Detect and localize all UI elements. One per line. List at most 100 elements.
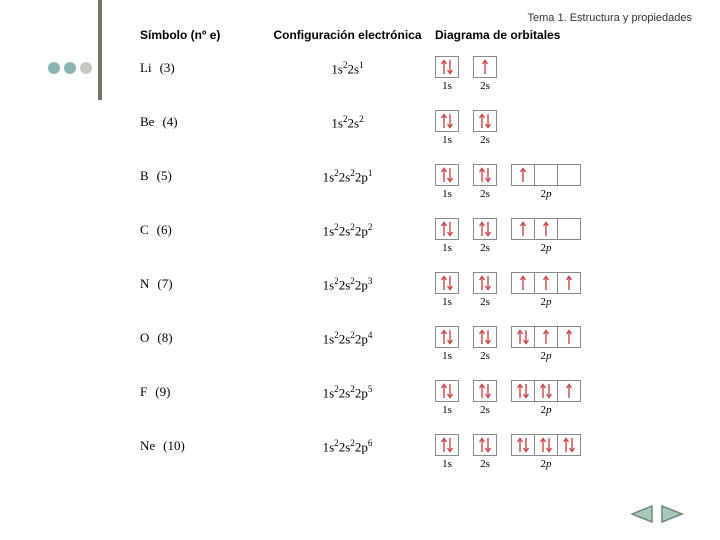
orbital-box <box>473 56 497 78</box>
orbital-boxes <box>435 56 459 78</box>
orbital-label: 1s <box>442 80 452 92</box>
diagram-cell: 1s 2s <box>435 56 680 92</box>
electron-pair-icon <box>517 383 529 399</box>
orbital-box <box>511 326 535 348</box>
orbital-label: 2s <box>480 242 490 254</box>
orbital-label: 2p <box>541 350 552 362</box>
orbital-boxes <box>511 164 581 186</box>
orbital-box <box>435 434 459 456</box>
orbital-label: 2s <box>480 134 490 146</box>
symbol-cell: Be(4) <box>140 110 260 130</box>
orbital-boxes <box>473 326 497 348</box>
orbital-boxes <box>435 434 459 456</box>
content-area: Símbolo (nº e) Configuración electrónica… <box>140 28 680 488</box>
symbol-cell: B(5) <box>140 164 260 184</box>
orbital-group: 1s <box>435 272 459 308</box>
bullet-dots <box>48 62 92 74</box>
element-row: Be(4)1s22s2 1s 2s <box>140 110 680 164</box>
orbital-box <box>473 380 497 402</box>
orbital-boxes <box>511 434 581 456</box>
config-cell: 1s22s22p5 <box>260 380 435 401</box>
nav-controls <box>628 504 686 524</box>
orbital-box <box>534 380 558 402</box>
config-cell: 1s22s2 <box>260 110 435 131</box>
next-button[interactable] <box>660 504 686 524</box>
orbital-boxes <box>473 380 497 402</box>
config-cell: 1s22s1 <box>260 56 435 77</box>
electron-pair-icon <box>441 437 453 453</box>
element-row: B(5)1s22s22p1 1s 2s 2p <box>140 164 680 218</box>
config-cell: 1s22s22p1 <box>260 164 435 185</box>
symbol-cell: O(8) <box>140 326 260 346</box>
orbital-label: 1s <box>442 134 452 146</box>
diagram-cell: 1s2s2p <box>435 434 680 470</box>
orbital-group: 1s <box>435 56 459 92</box>
orbital-label: 2s <box>480 188 490 200</box>
orbital-boxes <box>511 218 581 240</box>
orbital-boxes <box>511 272 581 294</box>
config-cell: 1s22s22p6 <box>260 434 435 455</box>
orbital-box <box>511 272 535 294</box>
element-row: O(8)1s22s22p41s2s2p <box>140 326 680 380</box>
electron-pair-icon <box>563 437 575 453</box>
orbital-box <box>473 110 497 132</box>
orbital-label: 1s <box>442 404 452 416</box>
orbital-group: 2p <box>511 380 581 416</box>
orbital-box <box>435 326 459 348</box>
orbital-box <box>473 164 497 186</box>
orbital-box <box>557 218 581 240</box>
orbital-boxes <box>435 326 459 348</box>
diagram-cell: 1s 2s 2p <box>435 218 680 254</box>
electron-pair-icon <box>479 221 491 237</box>
orbital-box <box>557 164 581 186</box>
orbital-group: 2s <box>473 380 497 416</box>
electron-pair-icon <box>479 167 491 183</box>
element-row: C(6)1s22s22p21s2s2p <box>140 218 680 272</box>
orbital-label: 2p <box>541 188 552 200</box>
header-config: Configuración electrónica <box>260 28 435 42</box>
electron-up-icon <box>543 221 549 237</box>
header-symbol: Símbolo (nº e) <box>140 28 260 42</box>
orbital-box <box>557 326 581 348</box>
config-cell: 1s22s22p4 <box>260 326 435 347</box>
orbital-group: 2p <box>511 272 581 308</box>
orbital-label: 1s <box>442 188 452 200</box>
orbital-box <box>511 380 535 402</box>
orbital-group: 2p <box>511 164 581 200</box>
electron-up-icon <box>543 329 549 345</box>
orbital-group: 2s <box>473 326 497 362</box>
orbital-label: 1s <box>442 242 452 254</box>
orbital-group: 2p <box>511 218 581 254</box>
electron-up-icon <box>520 221 526 237</box>
orbital-group: 2p <box>511 434 581 470</box>
orbital-group: 2s <box>473 164 497 200</box>
orbital-box <box>473 326 497 348</box>
orbital-box <box>435 380 459 402</box>
orbital-group: 2s <box>473 218 497 254</box>
orbital-box <box>534 272 558 294</box>
orbital-boxes <box>473 218 497 240</box>
diagram-cell: 1s 2s 2p <box>435 380 680 416</box>
orbital-group: 1s <box>435 380 459 416</box>
orbital-boxes <box>511 326 581 348</box>
prev-button[interactable] <box>628 504 654 524</box>
symbol-cell: Ne(10) <box>140 434 260 454</box>
electron-pair-icon <box>479 113 491 129</box>
electron-pair-icon <box>441 383 453 399</box>
orbital-boxes <box>511 380 581 402</box>
orbital-group: 1s <box>435 164 459 200</box>
orbital-label: 2s <box>480 80 490 92</box>
orbital-boxes <box>473 164 497 186</box>
bullet-dot <box>80 62 92 74</box>
orbital-boxes <box>473 272 497 294</box>
electron-up-icon <box>566 275 572 291</box>
electron-pair-icon <box>441 329 453 345</box>
electron-pair-icon <box>441 221 453 237</box>
orbital-box <box>435 218 459 240</box>
orbital-boxes <box>473 110 497 132</box>
orbital-label: 2s <box>480 296 490 308</box>
orbital-group: 2s <box>473 56 497 92</box>
orbital-boxes <box>435 218 459 240</box>
orbital-label: 2s <box>480 458 490 470</box>
electron-pair-icon <box>479 383 491 399</box>
